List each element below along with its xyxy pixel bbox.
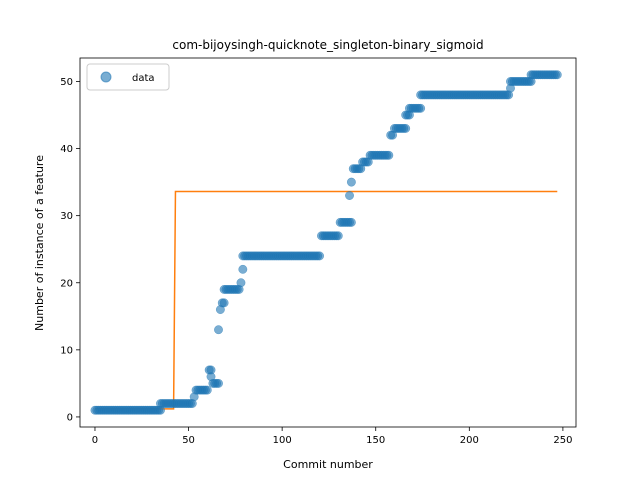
data-point (416, 103, 426, 113)
x-tick-label: 250 (553, 435, 572, 446)
y-tick-label: 50 (60, 77, 73, 88)
data-point (238, 264, 248, 274)
data-point (333, 231, 343, 241)
x-tick-label: 200 (460, 435, 479, 446)
chart-title: com-bijoysingh-quicknote_singleton-binar… (172, 38, 483, 52)
y-tick-label: 30 (60, 211, 73, 222)
data-point (346, 217, 356, 227)
data-point (214, 378, 223, 388)
data-point (236, 278, 246, 288)
legend: data (86, 63, 170, 91)
y-tick-label: 0 (67, 412, 73, 423)
legend-box (86, 63, 170, 91)
data-point (202, 385, 212, 395)
x-tick-label: 100 (273, 435, 292, 446)
data-point (219, 298, 229, 308)
x-tick-label: 50 (182, 435, 195, 446)
data-point (214, 325, 223, 335)
y-tick-label: 20 (60, 278, 73, 289)
legend-marker (100, 71, 112, 83)
data-point (401, 123, 411, 133)
y-tick-label: 10 (60, 345, 73, 356)
y-axis-label: Number of instance of a feature (33, 155, 46, 331)
points-layer (90, 70, 562, 415)
fit-layer (94, 190, 558, 410)
data-point (315, 251, 325, 261)
x-tick-label: 0 (92, 435, 98, 446)
axes-layer: 0 50 100 150 200 250 0 10 20 30 40 50 (60, 57, 577, 446)
plot-frame (79, 57, 577, 428)
data-point (345, 191, 354, 200)
fit-line (94, 190, 558, 410)
x-tick-label: 150 (366, 435, 385, 446)
legend-entry-data: data (132, 73, 155, 84)
data-point (552, 70, 562, 80)
y-tick-label: 40 (60, 144, 73, 155)
data-point (346, 177, 356, 187)
x-axis-label: Commit number (283, 458, 373, 471)
data-point (384, 150, 394, 160)
